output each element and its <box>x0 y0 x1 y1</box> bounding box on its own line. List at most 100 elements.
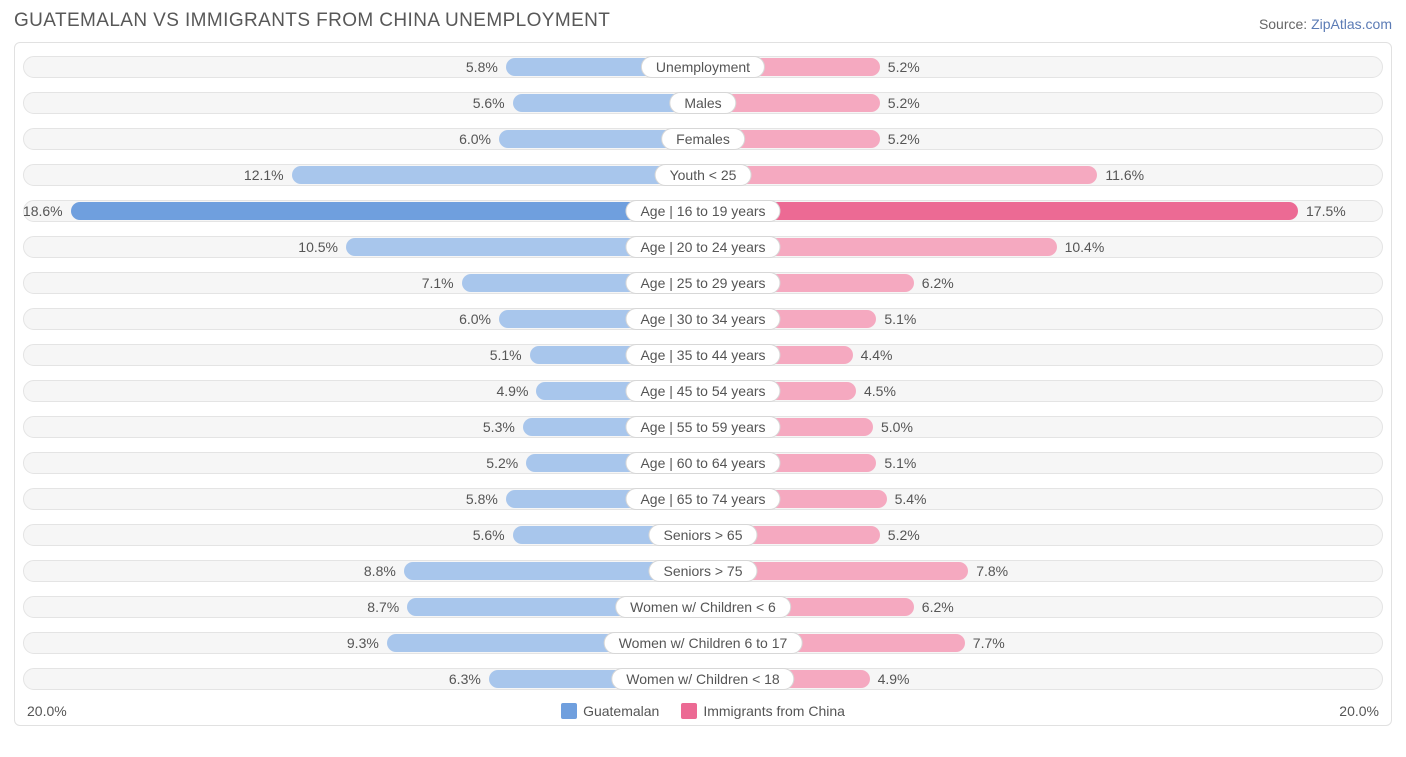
chart-source: Source: ZipAtlas.com <box>1259 16 1392 32</box>
row-left-half: 5.8% <box>23 485 703 513</box>
value-right: 5.0% <box>873 413 913 441</box>
value-right: 4.9% <box>870 665 910 693</box>
category-label: Women w/ Children 6 to 17 <box>604 632 803 654</box>
row-left-half: 5.6% <box>23 521 703 549</box>
value-right: 4.5% <box>856 377 896 405</box>
chart-row: 7.1% 6.2% Age | 25 to 29 years <box>23 269 1383 297</box>
legend-swatch-right <box>681 703 697 719</box>
bar-left <box>292 166 703 184</box>
value-left: 5.1% <box>490 341 530 369</box>
row-left-half: 5.3% <box>23 413 703 441</box>
category-label: Seniors > 65 <box>649 524 758 546</box>
category-label: Age | 45 to 54 years <box>625 380 780 402</box>
value-right: 5.2% <box>880 125 920 153</box>
category-label: Age | 20 to 24 years <box>625 236 780 258</box>
chart-row: 5.6%5.2%Seniors > 65 <box>23 521 1383 549</box>
chart-row: 4.9% 4.5% Age | 45 to 54 years <box>23 377 1383 405</box>
value-left: 4.9% <box>496 377 536 405</box>
value-left: 12.1% <box>244 161 292 189</box>
row-left-half: 5.8% <box>23 53 703 81</box>
row-right-half: 5.4% <box>703 485 1383 513</box>
value-left: 5.8% <box>466 53 506 81</box>
category-label: Women w/ Children < 18 <box>611 668 794 690</box>
row-left-half: 6.3% <box>23 665 703 693</box>
value-left: 5.2% <box>486 449 526 477</box>
value-right: 6.2% <box>914 269 954 297</box>
value-left: 10.5% <box>298 233 346 261</box>
row-right-half: 5.2% <box>703 53 1383 81</box>
value-right: 6.2% <box>914 593 954 621</box>
row-right-half: 4.9% <box>703 665 1383 693</box>
category-label: Women w/ Children < 6 <box>615 596 791 618</box>
value-right: 5.2% <box>880 53 920 81</box>
chart-row: 8.7% 6.2% Women w/ Children < 6 <box>23 593 1383 621</box>
axis-right-max: 20.0% <box>1339 703 1379 719</box>
row-left-half: 8.7% <box>23 593 703 621</box>
source-prefix: Source: <box>1259 16 1311 32</box>
row-right-half: 5.2% <box>703 125 1383 153</box>
category-label: Age | 16 to 19 years <box>625 200 780 222</box>
value-right: 5.1% <box>876 449 916 477</box>
value-left: 6.0% <box>459 305 499 333</box>
value-right: 7.7% <box>965 629 1005 657</box>
bar-right <box>703 202 1298 220</box>
row-left-half: 4.9% <box>23 377 703 405</box>
value-left: 5.6% <box>473 89 513 117</box>
value-left: 6.0% <box>459 125 499 153</box>
chart-header: GUATEMALAN VS IMMIGRANTS FROM CHINA UNEM… <box>14 10 1392 32</box>
row-right-half: 6.2% <box>703 593 1383 621</box>
row-right-half: 5.0% <box>703 413 1383 441</box>
axis-left-max: 20.0% <box>27 703 67 719</box>
legend-label-right: Immigrants from China <box>703 703 845 719</box>
row-left-half: 6.0% <box>23 305 703 333</box>
row-right-half: 5.1% <box>703 305 1383 333</box>
chart-row: 18.6%17.5%Age | 16 to 19 years <box>23 197 1383 225</box>
value-left: 6.3% <box>449 665 489 693</box>
value-right: 17.5% <box>1298 197 1346 225</box>
category-label: Age | 25 to 29 years <box>625 272 780 294</box>
row-left-half: 9.3% <box>23 629 703 657</box>
value-left: 5.3% <box>483 413 523 441</box>
value-left: 8.8% <box>364 557 404 585</box>
row-right-half: 5.1% <box>703 449 1383 477</box>
diverging-bar-chart: 5.8%5.2%Unemployment5.6%5.2%Males6.0%5.2… <box>14 42 1392 726</box>
value-left: 7.1% <box>422 269 462 297</box>
legend-label-left: Guatemalan <box>583 703 659 719</box>
row-left-half: 12.1% <box>23 161 703 189</box>
chart-row: 5.8%5.4%Age | 65 to 74 years <box>23 485 1383 513</box>
value-right: 5.2% <box>880 89 920 117</box>
row-right-half: 6.2% <box>703 269 1383 297</box>
row-left-half: 10.5% <box>23 233 703 261</box>
category-label: Unemployment <box>641 56 765 78</box>
chart-row: 5.2%5.1%Age | 60 to 64 years <box>23 449 1383 477</box>
value-left: 9.3% <box>347 629 387 657</box>
chart-row: 6.0% 5.2% Females <box>23 125 1383 153</box>
category-label: Youth < 25 <box>655 164 752 186</box>
row-left-half: 7.1% <box>23 269 703 297</box>
row-right-half: 4.5% <box>703 377 1383 405</box>
row-right-half: 5.2% <box>703 521 1383 549</box>
chart-row: 5.1%4.4%Age | 35 to 44 years <box>23 341 1383 369</box>
value-right: 11.6% <box>1097 161 1144 189</box>
category-label: Females <box>661 128 745 150</box>
value-left: 8.7% <box>367 593 407 621</box>
source-link[interactable]: ZipAtlas.com <box>1311 16 1392 32</box>
chart-row: 10.5% 10.4% Age | 20 to 24 years <box>23 233 1383 261</box>
row-right-half: 4.4% <box>703 341 1383 369</box>
category-label: Males <box>669 92 736 114</box>
category-label: Age | 55 to 59 years <box>625 416 780 438</box>
chart-row: 5.3% 5.0% Age | 55 to 59 years <box>23 413 1383 441</box>
category-label: Seniors > 75 <box>649 560 758 582</box>
chart-row: 5.8% 5.2% Unemployment <box>23 53 1383 81</box>
row-left-half: 5.1% <box>23 341 703 369</box>
chart-row: 6.3% 4.9% Women w/ Children < 18 <box>23 665 1383 693</box>
legend: Guatemalan Immigrants from China <box>561 703 845 719</box>
value-right: 10.4% <box>1057 233 1105 261</box>
row-left-half: 5.6% <box>23 89 703 117</box>
row-right-half: 11.6% <box>703 161 1383 189</box>
legend-item-right: Immigrants from China <box>681 703 845 719</box>
value-right: 7.8% <box>968 557 1008 585</box>
row-right-half: 17.5% <box>703 197 1383 225</box>
category-label: Age | 65 to 74 years <box>625 488 780 510</box>
row-left-half: 5.2% <box>23 449 703 477</box>
